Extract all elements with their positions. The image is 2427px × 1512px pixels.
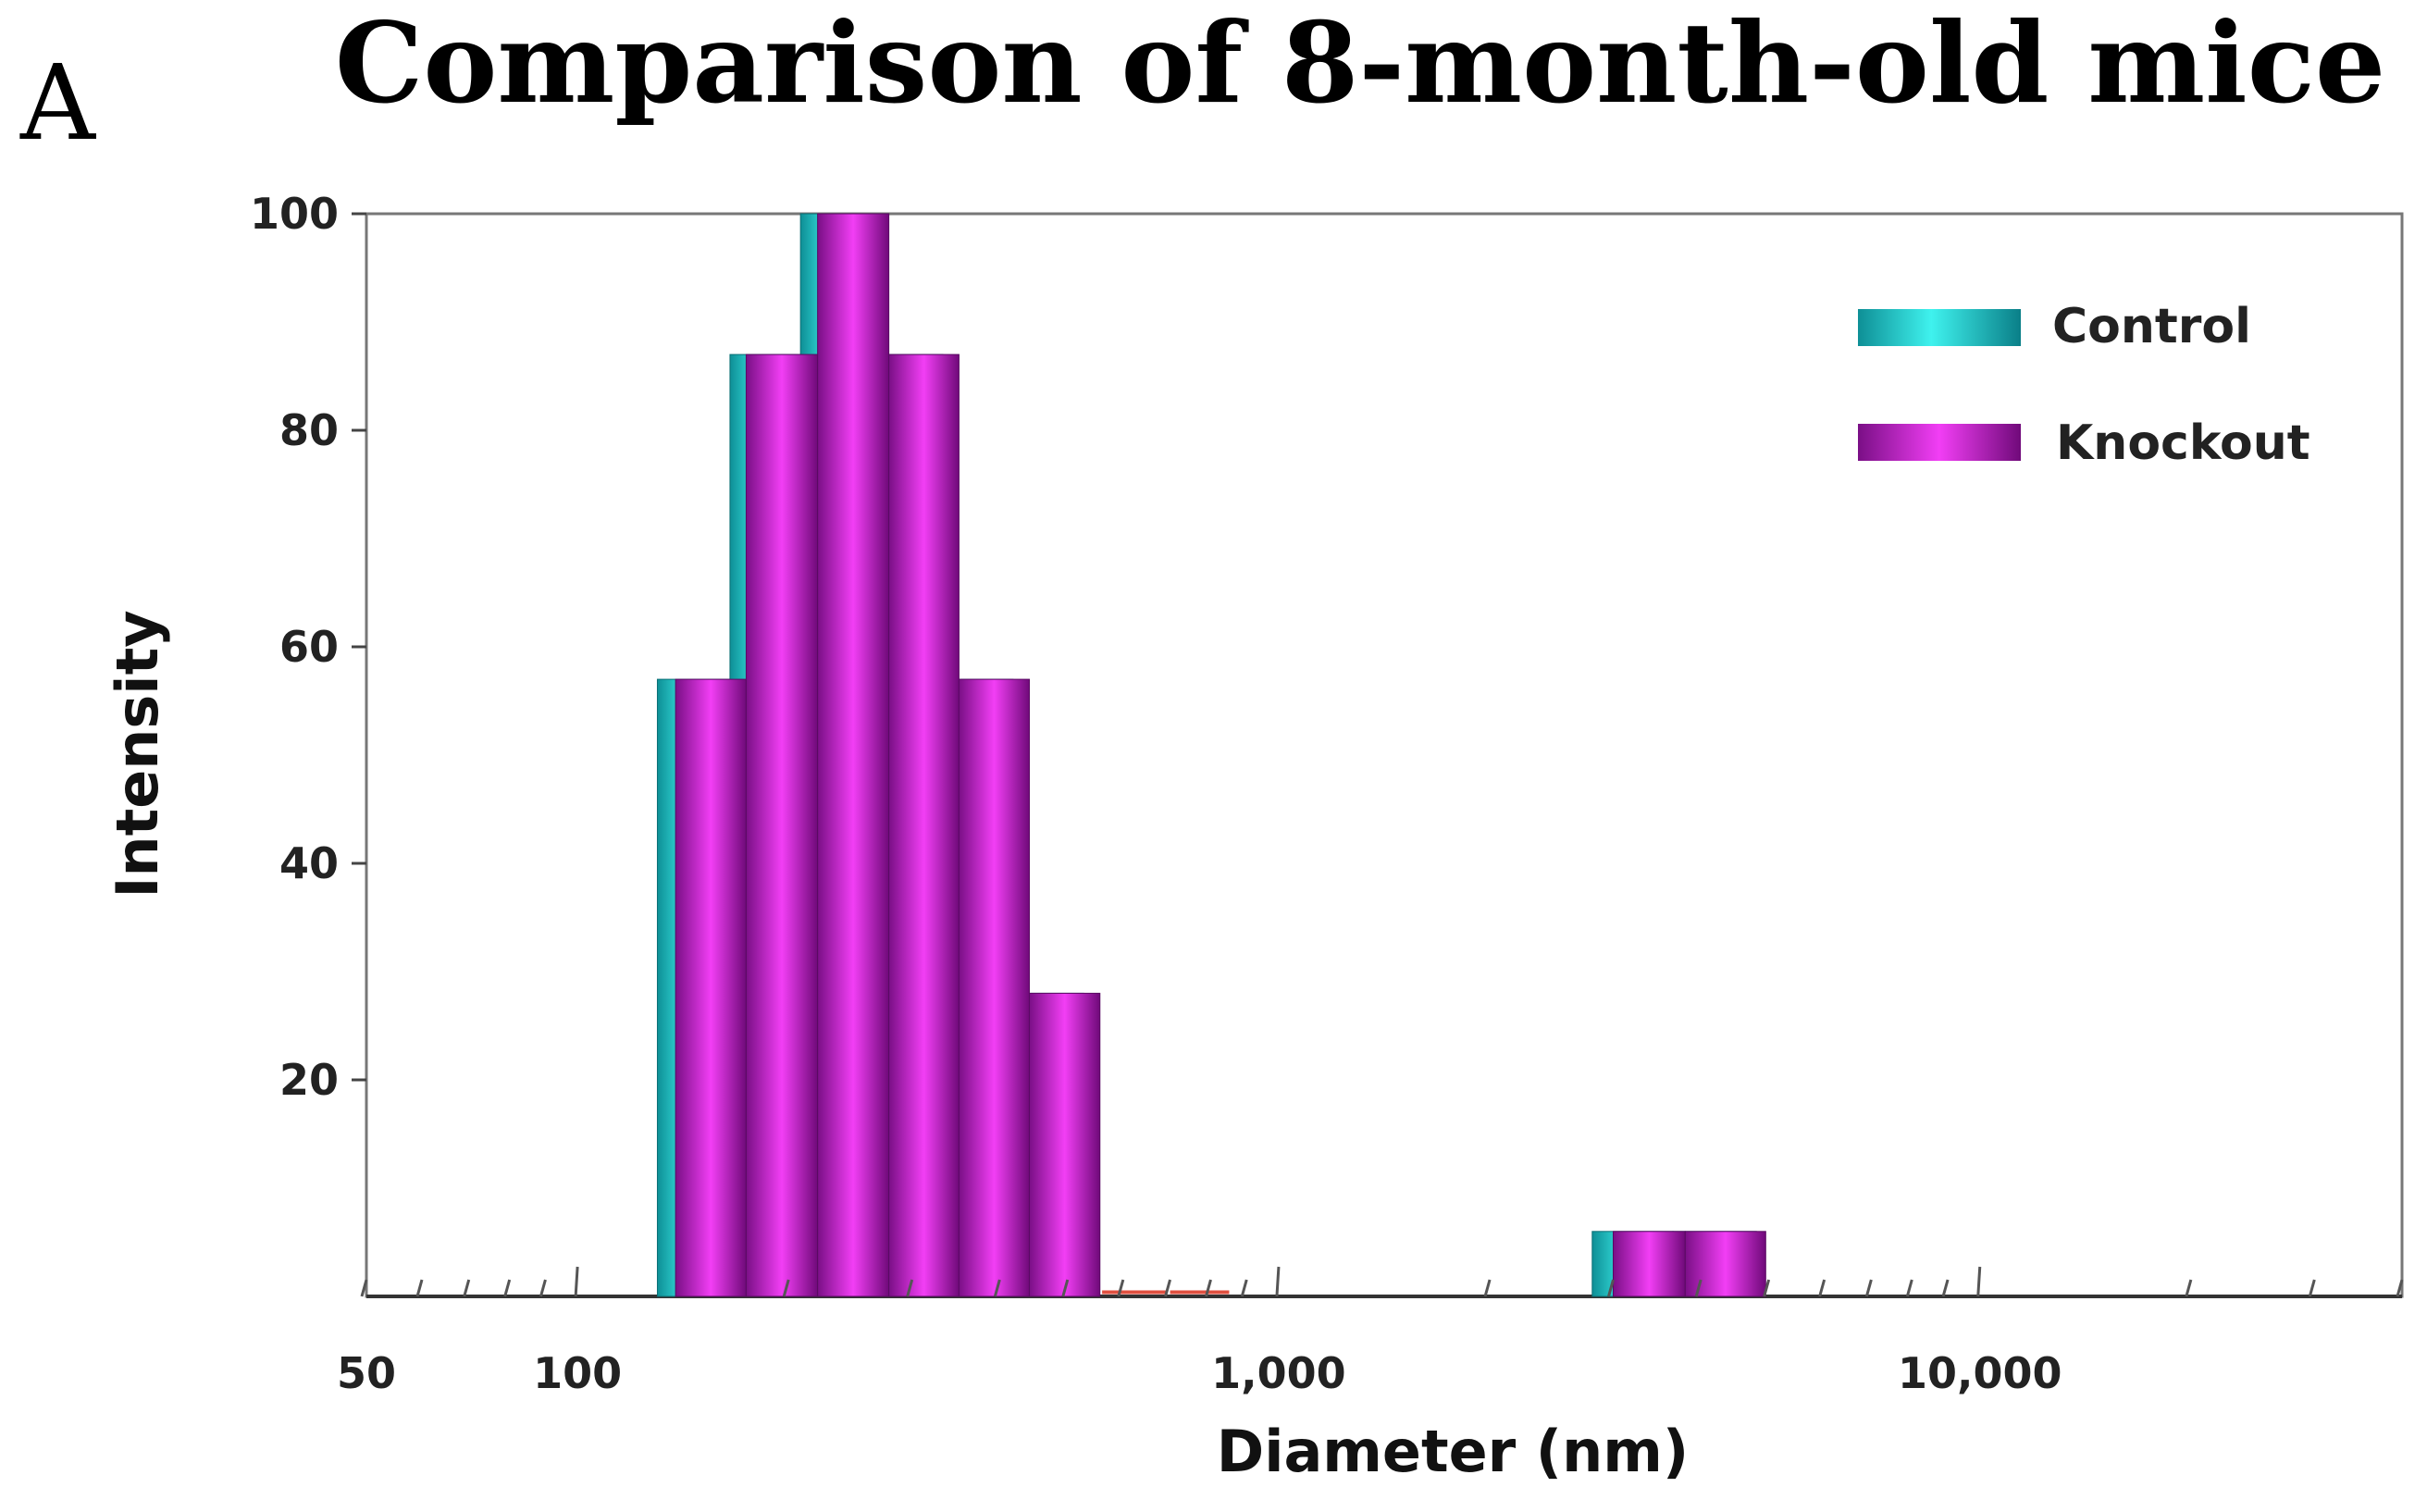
x-tick-mark [360,1279,368,1297]
x-tick-mark [463,1279,471,1297]
x-tick-mark [1240,1279,1248,1297]
bars-layer [656,213,1766,1297]
bar-knockout-4 [888,353,960,1297]
x-tick-mark [1275,1266,1281,1297]
y-tick-label: 80 [279,405,339,455]
x-tick-mark [1205,1279,1212,1297]
x-tick-label: 100 [533,1348,622,1398]
x-tick-mark [906,1279,914,1297]
panel-letter: A [19,43,96,164]
bar-knockout-8 [1684,1231,1766,1297]
legend-swatch-control [1858,309,2021,346]
x-tick-label: 50 [337,1348,396,1398]
x-tick-mark [1607,1279,1615,1297]
y-tick-label: 40 [279,838,339,888]
x-tick-mark [1905,1279,1913,1297]
legend-swatch-knockout [1858,424,2021,461]
x-tick-label: 1,000 [1211,1348,1346,1398]
x-tick-mark [1976,1266,1982,1297]
x-tick-mark [1117,1279,1125,1297]
x-tick-mark [1864,1279,1873,1297]
y-ticks: 20 40 60 80 100 [250,189,366,1105]
x-tick-mark [574,1266,579,1297]
x-tick-mark [539,1279,547,1297]
legend-label-control: Control [2052,299,2251,354]
baseline-marker-1 [1102,1290,1166,1295]
x-tick-mark [782,1279,790,1297]
x-tick-mark [2396,1279,2404,1297]
bar-knockout-3 [817,213,890,1297]
baseline-marker-2 [1170,1290,1230,1295]
bar-knockout-6 [1028,992,1101,1297]
bar-knockout-5 [958,678,1030,1297]
legend-label-knockout: Knockout [2056,415,2310,471]
legend: Control Knockout [1858,299,2310,471]
y-tick-label: 100 [250,189,339,239]
x-tick-mark [1061,1279,1070,1297]
x-tick-mark [1164,1279,1171,1297]
x-tick-mark [415,1279,424,1297]
bar-knockout-7 [1613,1231,1686,1297]
y-tick-label: 20 [279,1055,339,1105]
x-axis-label: Diameter (nm) [1217,1418,1689,1485]
x-tick-mark [1941,1279,1950,1297]
bar-knockout-2 [745,353,819,1297]
y-tick-label: 60 [279,622,339,672]
x-tick-mark [993,1279,1001,1297]
x-tick-mark [2185,1279,2193,1297]
x-tick-mark [1483,1279,1492,1297]
x-tick-mark [503,1279,512,1297]
x-tick-label: 10,000 [1898,1348,2062,1398]
y-axis-label: Intensity [104,610,171,898]
x-tick-mark [1694,1279,1703,1297]
x-tick-mark [2308,1279,2316,1297]
bar-knockout-1 [675,678,747,1297]
x-tick-mark [1763,1279,1771,1297]
chart-title: Comparison of 8-month-old mice [335,0,2385,129]
x-ticks: 50 100 1,000 10,000 [337,1266,2404,1398]
markers-layer [1102,1290,1230,1295]
x-tick-mark [1818,1279,1826,1297]
